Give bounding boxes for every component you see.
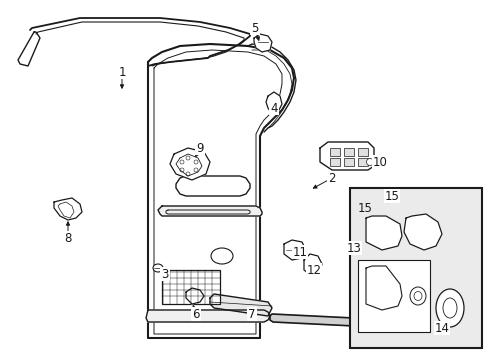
Bar [349,188,481,348]
Text: 2: 2 [327,171,335,184]
Polygon shape [185,288,203,304]
Text: 13: 13 [346,242,361,255]
Bar [329,158,339,166]
Bar [343,158,353,166]
Polygon shape [54,198,82,220]
Ellipse shape [153,264,163,272]
Polygon shape [158,206,262,216]
Text: 15: 15 [357,202,372,215]
Polygon shape [284,240,305,260]
Text: 12: 12 [306,264,321,276]
Polygon shape [148,44,293,338]
Polygon shape [176,176,249,196]
Ellipse shape [210,248,232,264]
Polygon shape [170,148,209,180]
Polygon shape [365,216,401,250]
Text: 10: 10 [372,156,386,168]
Polygon shape [365,266,401,310]
Polygon shape [253,34,271,52]
Text: 11: 11 [292,246,307,258]
Text: 8: 8 [64,231,72,244]
Bar [329,148,339,156]
Text: 5: 5 [251,22,258,35]
Polygon shape [403,214,441,250]
Bar [162,270,220,304]
Bar [357,148,367,156]
Text: 15: 15 [384,189,399,202]
Ellipse shape [366,158,373,166]
Text: 1: 1 [118,66,125,78]
Text: 3: 3 [161,267,168,280]
Bar [343,148,353,156]
Polygon shape [319,142,373,170]
Polygon shape [209,294,271,316]
Text: 14: 14 [434,321,448,334]
Bar [357,260,429,332]
Bar [357,158,367,166]
Polygon shape [18,32,40,66]
Ellipse shape [435,289,463,327]
Polygon shape [146,310,269,322]
Polygon shape [304,254,321,276]
Ellipse shape [409,287,425,305]
Polygon shape [265,92,282,114]
Polygon shape [269,314,437,330]
Text: 6: 6 [192,307,199,320]
Text: 7: 7 [248,307,255,320]
Text: 9: 9 [196,141,203,154]
Text: 4: 4 [270,102,277,114]
